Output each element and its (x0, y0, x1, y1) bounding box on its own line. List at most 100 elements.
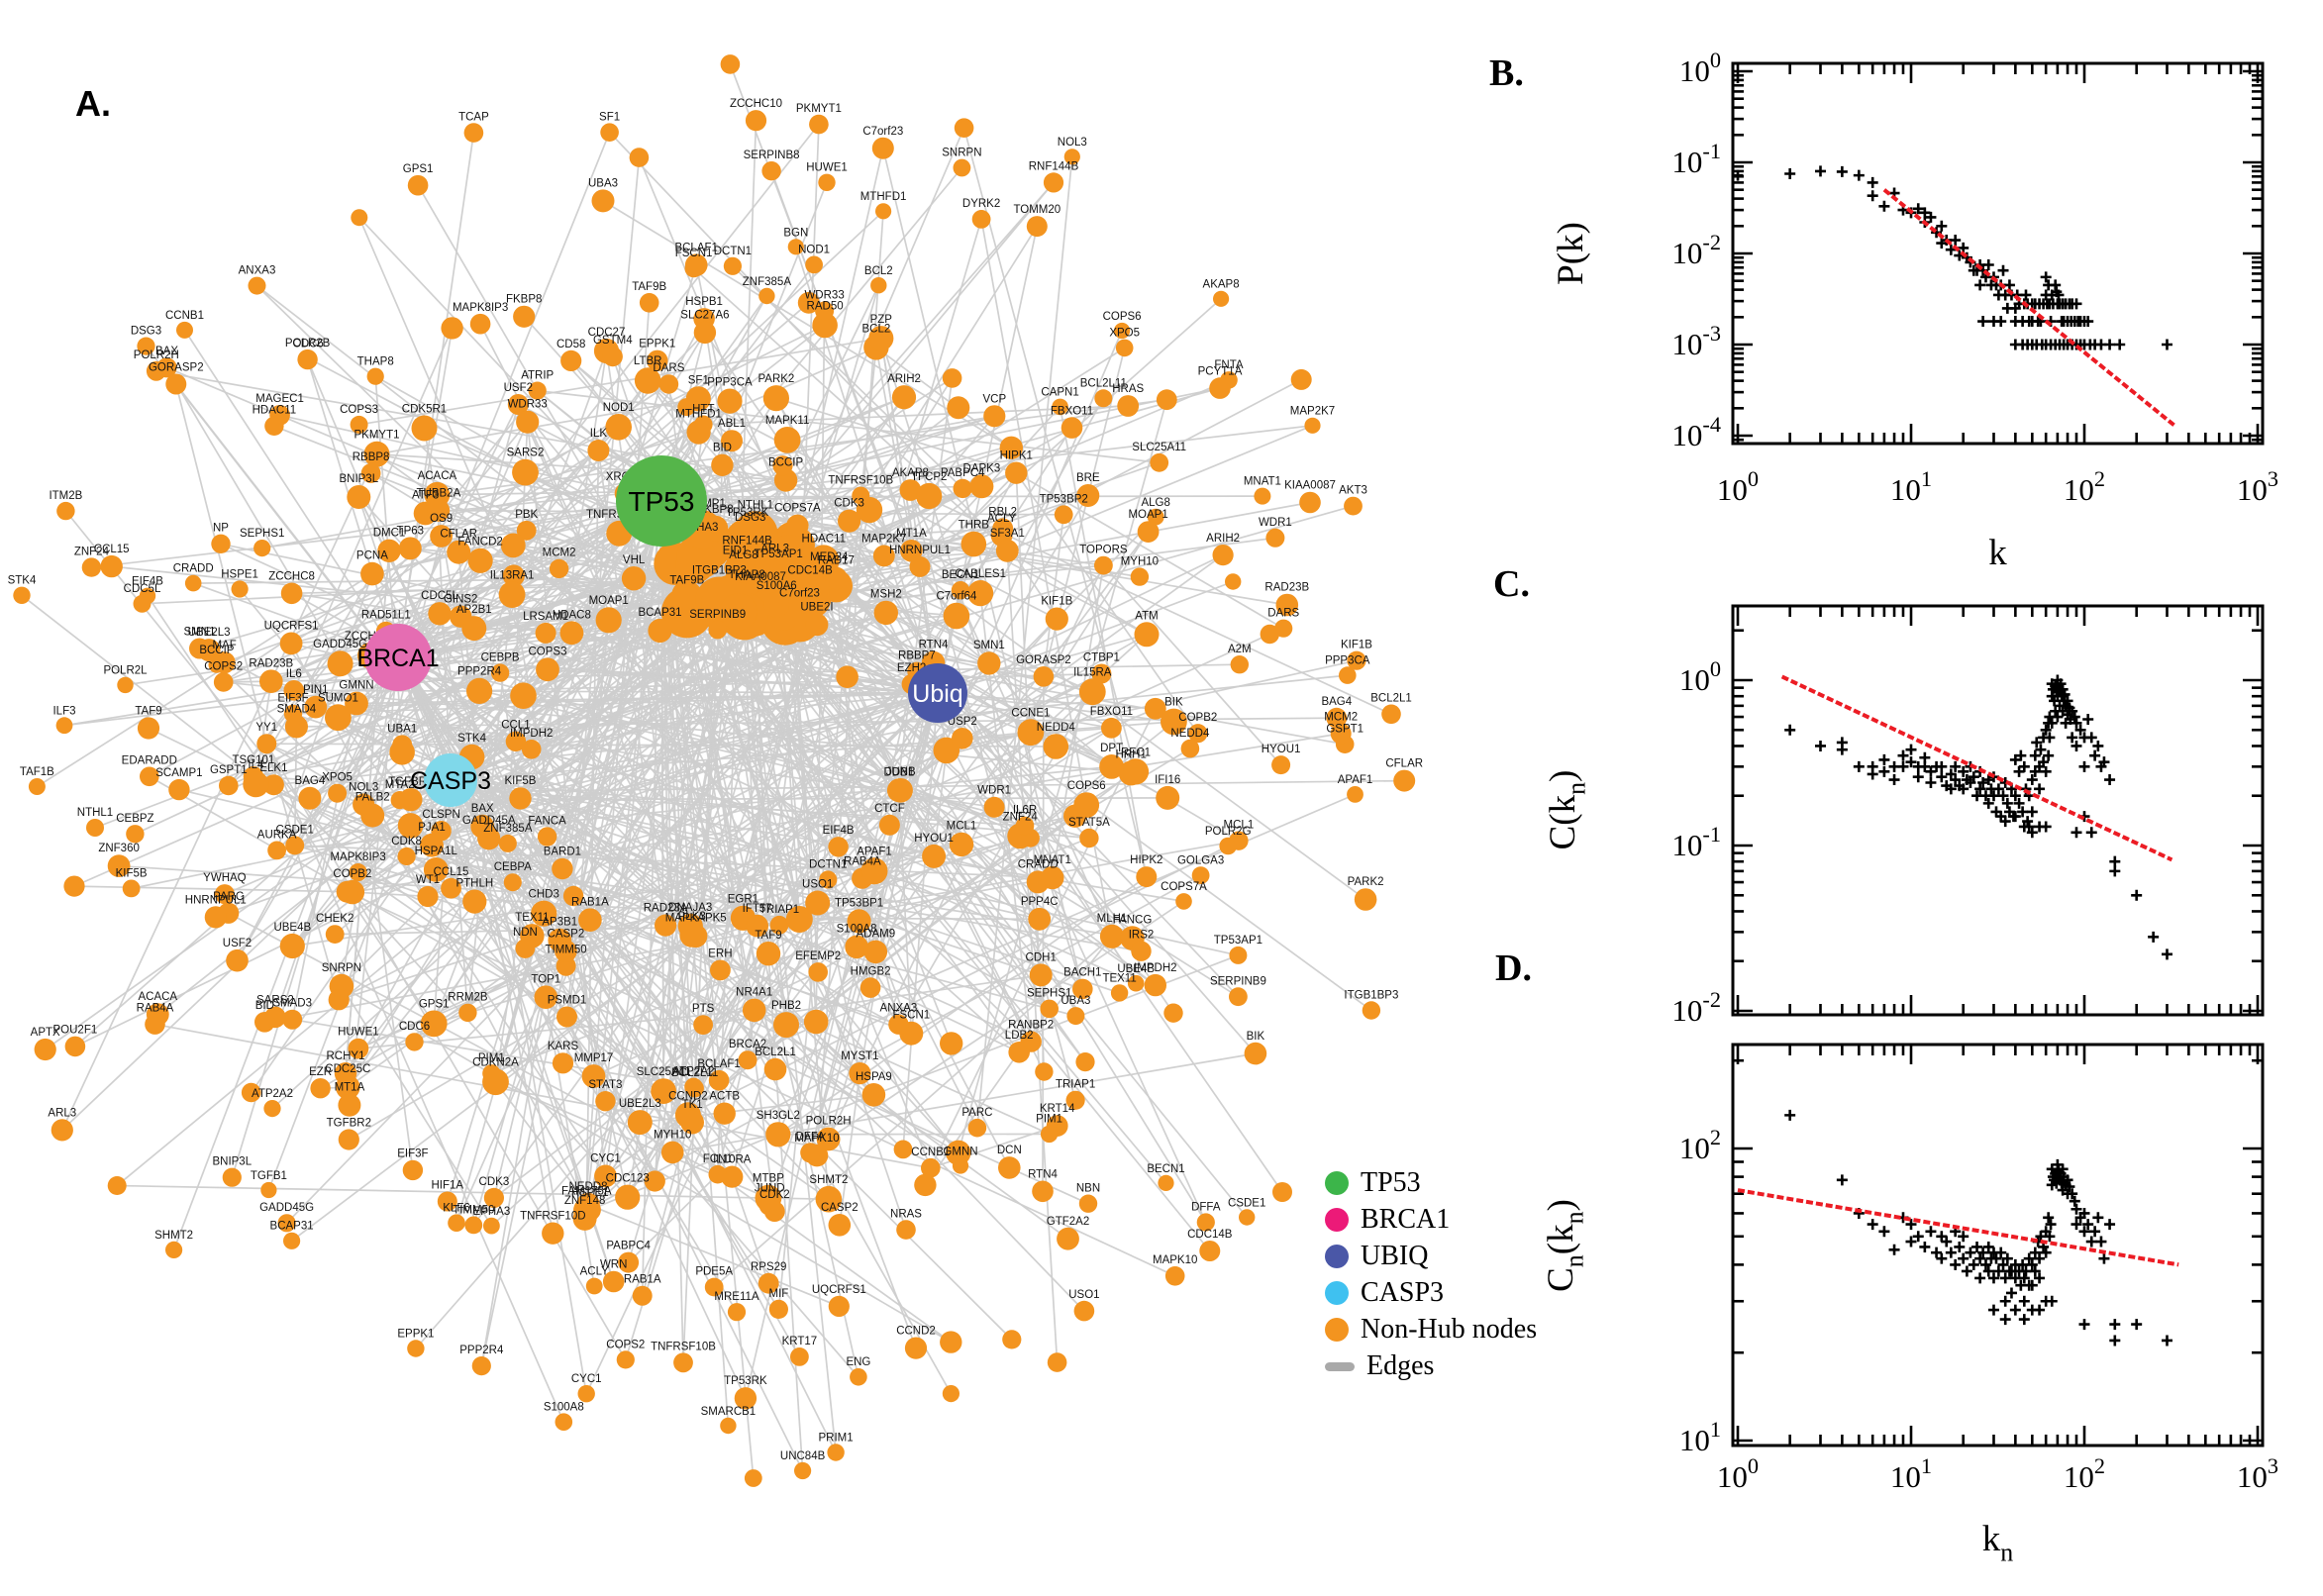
svg-text:UBE2L3: UBE2L3 (188, 627, 231, 639)
svg-text:IL6R: IL6R (1013, 805, 1037, 817)
svg-text:NEDD4: NEDD4 (1037, 722, 1076, 734)
svg-text:EFEMP2: EFEMP2 (795, 950, 841, 962)
svg-text:EIF3F: EIF3F (397, 1148, 428, 1160)
svg-text:HTT: HTT (692, 404, 714, 416)
svg-text:EIF3F: EIF3F (277, 693, 308, 705)
panel-label-a: A. (75, 83, 111, 124)
svg-text:PABPC4: PABPC4 (941, 467, 985, 479)
svg-text:PDE5A: PDE5A (695, 1266, 733, 1278)
svg-text:CCL15: CCL15 (94, 544, 130, 555)
svg-text:RNF144B: RNF144B (1029, 160, 1079, 172)
svg-text:HIPK1: HIPK1 (1000, 450, 1033, 462)
y-tick-label: 102 (1679, 1125, 1721, 1165)
legend-item-label: CASP3 (1361, 1277, 1445, 1308)
svg-text:TGFBR2: TGFBR2 (327, 1118, 371, 1130)
svg-text:BECN1: BECN1 (1147, 1163, 1184, 1175)
svg-text:CHEK2: CHEK2 (316, 913, 354, 925)
svg-text:PPP2R4: PPP2R4 (457, 666, 502, 678)
svg-text:DYRK2: DYRK2 (962, 198, 1000, 210)
svg-text:CYC1: CYC1 (590, 1153, 621, 1165)
legend-item-label: Edges (1366, 1350, 1435, 1381)
svg-text:IL6: IL6 (286, 668, 302, 680)
svg-text:ACLY: ACLY (987, 513, 1017, 525)
svg-text:PPP4C: PPP4C (1021, 896, 1059, 908)
svg-text:HDAC11: HDAC11 (802, 533, 847, 545)
svg-text:ADAM9: ADAM9 (856, 929, 895, 941)
svg-text:JUNB: JUNB (886, 766, 916, 778)
svg-text:BAG4: BAG4 (295, 775, 326, 787)
svg-text:FANCA: FANCA (528, 815, 566, 827)
svg-text:TAF9: TAF9 (135, 705, 161, 717)
svg-text:CTBP1: CTBP1 (1083, 651, 1120, 663)
svg-text:CDK8: CDK8 (391, 836, 422, 848)
svg-text:EGR1: EGR1 (728, 894, 758, 906)
y-tick-label: 100 (1679, 48, 1721, 88)
y-tick-label: 10-1 (1671, 822, 1721, 862)
svg-text:USF2: USF2 (223, 938, 252, 949)
svg-text:KIF1B: KIF1B (1041, 596, 1072, 608)
chart-frame (1731, 1043, 2265, 1447)
svg-text:CDC14B: CDC14B (1187, 1229, 1233, 1241)
hub-node-tp53 (616, 455, 707, 547)
hub-label-ubiq: Ubiq (912, 680, 962, 708)
svg-text:SERPINB9: SERPINB9 (689, 609, 746, 621)
svg-text:EPHA3: EPHA3 (473, 1206, 511, 1218)
svg-text:AP2B1: AP2B1 (456, 604, 492, 616)
svg-text:TNFRSF10B: TNFRSF10B (651, 1341, 716, 1352)
svg-text:KLF6: KLF6 (443, 1203, 470, 1215)
svg-text:BARD1: BARD1 (544, 847, 581, 858)
svg-text:BAG4: BAG4 (1321, 696, 1352, 708)
svg-text:VHL: VHL (623, 554, 646, 566)
y-tick-label: 10-2 (1671, 987, 1721, 1028)
svg-text:POU2F1: POU2F1 (53, 1025, 98, 1037)
svg-text:CCNE1: CCNE1 (1011, 707, 1050, 719)
svg-text:CEBPA: CEBPA (494, 861, 532, 873)
y-tick-labels: 102 101 (1679, 1125, 1721, 1457)
svg-text:WT1: WT1 (416, 874, 440, 886)
panel-label-d: D. (1495, 948, 1532, 989)
svg-text:POLR2G: POLR2G (1205, 826, 1252, 838)
svg-text:UQCRFS1: UQCRFS1 (264, 621, 319, 633)
svg-text:XPO5: XPO5 (1109, 328, 1140, 340)
svg-text:FBXO11: FBXO11 (1090, 706, 1133, 718)
svg-text:CCND2: CCND2 (668, 1090, 708, 1102)
svg-text:RAB4A: RAB4A (137, 1002, 174, 1014)
svg-text:SCAMP1: SCAMP1 (155, 767, 202, 779)
svg-text:ACACA: ACACA (418, 470, 457, 482)
svg-text:BID: BID (713, 443, 732, 454)
svg-text:CSDE1: CSDE1 (1228, 1197, 1265, 1209)
svg-text:HNRNPUL1: HNRNPUL1 (889, 545, 951, 556)
svg-text:DNAJA3: DNAJA3 (668, 902, 712, 914)
svg-text:BRE: BRE (1076, 472, 1100, 484)
svg-text:UBE4B: UBE4B (1117, 963, 1155, 975)
svg-text:CEBPZ: CEBPZ (116, 813, 153, 825)
svg-text:STK4: STK4 (8, 575, 37, 587)
svg-text:BIK: BIK (1247, 1031, 1265, 1043)
fit-line (1780, 674, 2173, 862)
fit-line (1737, 1188, 2179, 1267)
svg-text:CRADD: CRADD (173, 563, 214, 575)
svg-text:CDKN2A: CDKN2A (472, 1056, 519, 1068)
svg-text:OS9: OS9 (430, 513, 453, 525)
svg-text:CCNB1: CCNB1 (911, 1147, 950, 1158)
x-tick-label: 101 (1890, 466, 1932, 507)
svg-text:FSCN1: FSCN1 (892, 1010, 930, 1022)
svg-text:PARC: PARC (213, 891, 244, 903)
svg-text:ITGB1BP3: ITGB1BP3 (692, 565, 747, 577)
svg-text:IL4: IL4 (248, 759, 264, 771)
svg-text:CABLES1: CABLES1 (955, 568, 1006, 580)
svg-text:EID1: EID1 (723, 546, 749, 557)
svg-text:CDC5L: CDC5L (421, 590, 458, 602)
svg-text:TP53BP2: TP53BP2 (1040, 493, 1088, 505)
svg-text:PJA1: PJA1 (418, 822, 446, 834)
svg-text:IMPDH2: IMPDH2 (1134, 962, 1176, 974)
svg-text:ZNF385A: ZNF385A (483, 823, 533, 835)
svg-text:EIF4B: EIF4B (823, 825, 855, 837)
svg-text:APAF1: APAF1 (1338, 774, 1373, 786)
svg-text:FKBP8: FKBP8 (506, 294, 542, 306)
svg-text:CDC6: CDC6 (399, 1021, 430, 1033)
network-nodes (13, 54, 1416, 1487)
y-tick-labels: 100 10-1 10-2 10-3 10-4 (1671, 48, 1721, 452)
svg-text:HNRNPUL1: HNRNPUL1 (185, 894, 247, 906)
